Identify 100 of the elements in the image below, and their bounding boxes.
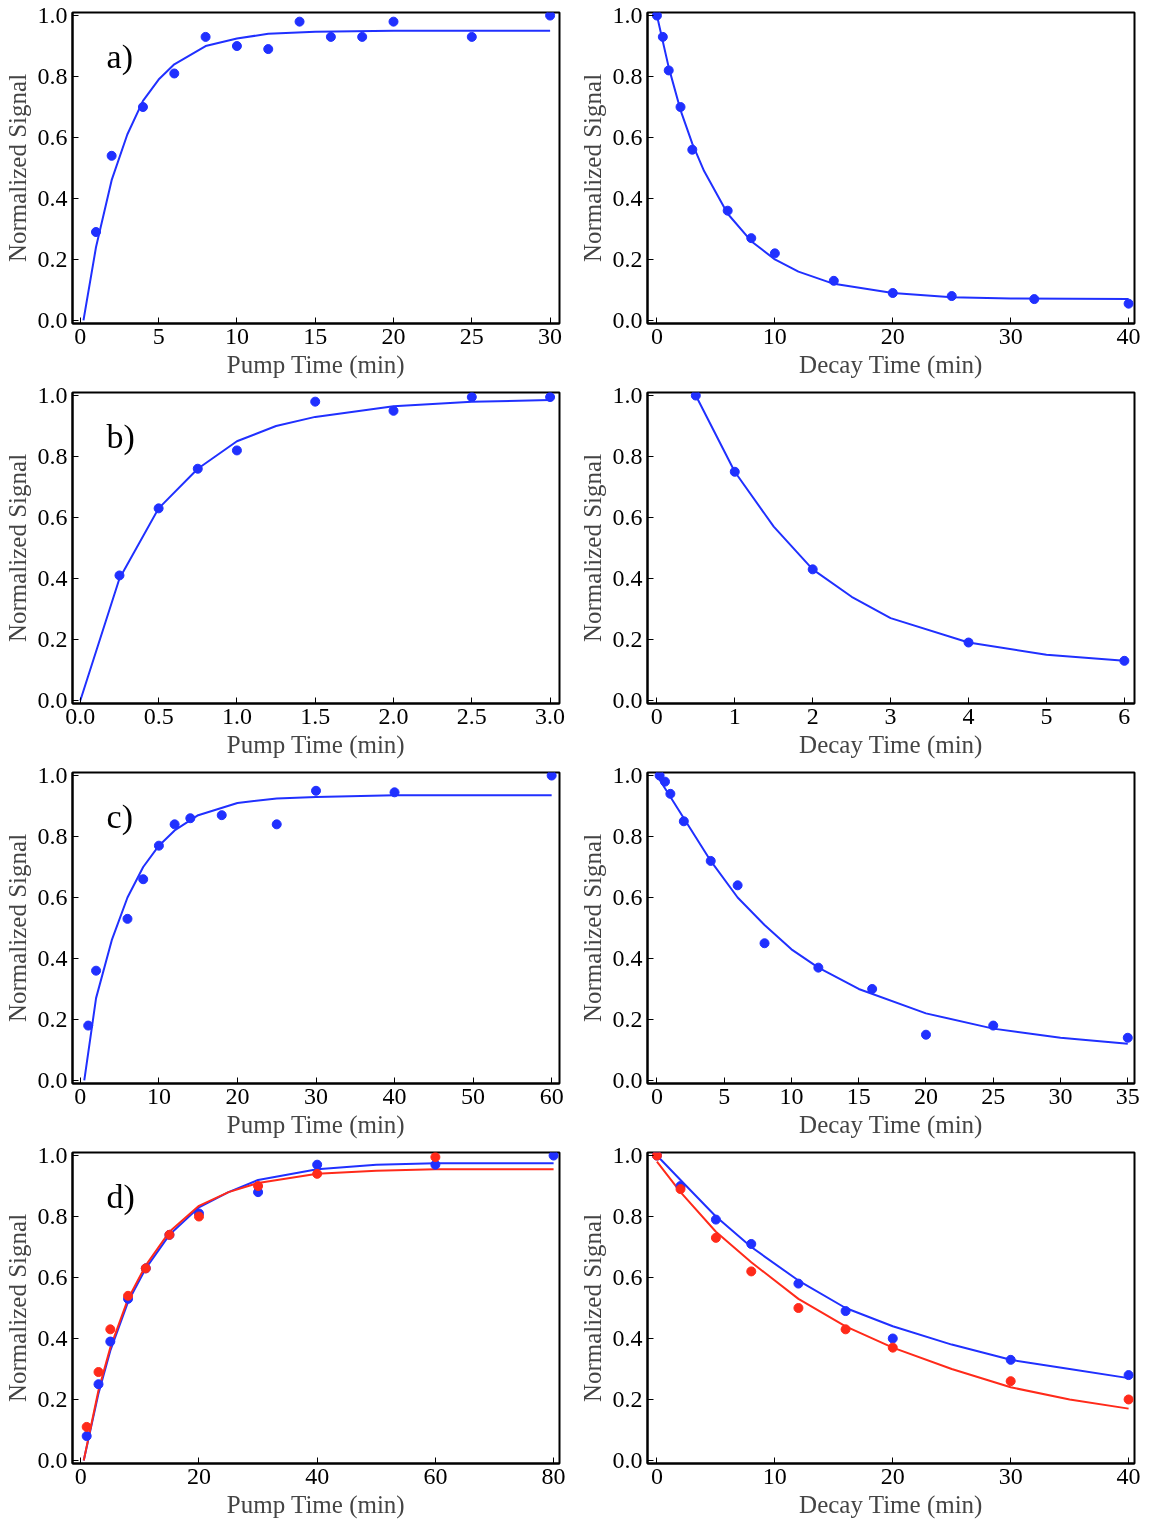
- y-tick-label: 0.6: [612, 124, 643, 151]
- x-tick-label: 50: [461, 1082, 486, 1109]
- y-tick-label: 0.4: [37, 564, 68, 591]
- y-tick-label: 0.2: [612, 1005, 643, 1032]
- x-tick-label: 30: [1048, 1082, 1073, 1109]
- x-tick-label: 40: [382, 1082, 407, 1109]
- x-tick-label: 15: [303, 322, 328, 349]
- y-axis-title: Normalized Signal: [578, 73, 606, 263]
- x-axis-title: Decay Time (min): [799, 1490, 983, 1519]
- y-tick-label: 1.0: [612, 762, 643, 789]
- x-tick-label: 10: [779, 1082, 804, 1109]
- x-axis-title: Decay Time (min): [799, 350, 983, 379]
- y-tick-label: 1.0: [37, 762, 68, 789]
- x-tick-label: 5: [152, 322, 165, 349]
- y-tick-label: 0.6: [37, 884, 68, 911]
- x-tick-label: 30: [304, 1082, 328, 1109]
- x-tick-label: 5: [1040, 702, 1053, 729]
- y-tick-label: 0.8: [37, 823, 68, 850]
- x-tick-label: 40: [305, 1462, 330, 1489]
- y-tick-label: 0.2: [37, 245, 68, 272]
- x-tick-label: 10: [146, 1082, 171, 1109]
- y-tick-label: 0.2: [612, 245, 643, 272]
- y-tick-label: 0.6: [612, 1264, 643, 1291]
- y-tick-label: 0.8: [37, 63, 68, 90]
- x-tick-label: 20: [913, 1082, 938, 1109]
- y-tick-label: 0.2: [37, 625, 68, 652]
- x-tick-label: 10: [762, 1462, 787, 1489]
- x-tick-label: 10: [762, 322, 787, 349]
- y-tick-label: 1.0: [612, 382, 643, 409]
- y-tick-label: 0.6: [612, 504, 643, 531]
- x-axis-title: Pump Time (min): [226, 730, 405, 759]
- x-tick-label: 0: [650, 702, 663, 729]
- y-axis-title: Normalized Signal: [578, 833, 606, 1023]
- x-tick-label: 4: [962, 702, 975, 729]
- x-tick-label: 15: [846, 1082, 871, 1109]
- x-tick-label: 3: [884, 702, 897, 729]
- y-tick-label: 0.4: [37, 1324, 68, 1351]
- y-tick-label: 0.4: [612, 184, 643, 211]
- x-tick-label: 20: [381, 322, 406, 349]
- x-tick-label: 20: [880, 322, 905, 349]
- y-tick-label: 1.0: [37, 1142, 68, 1169]
- x-tick-label: 1.5: [300, 702, 331, 729]
- x-tick-label: 40: [1116, 322, 1141, 349]
- y-tick-label: 0.8: [612, 63, 643, 90]
- x-tick-label: 20: [186, 1462, 211, 1489]
- x-tick-label: 1.0: [221, 702, 252, 729]
- y-axis-title: Normalized Signal: [578, 1213, 606, 1403]
- y-tick-label: 0.2: [612, 1385, 643, 1412]
- y-tick-label: 1.0: [612, 2, 643, 29]
- x-tick-label: 2.0: [378, 702, 409, 729]
- x-tick-label: 5: [718, 1082, 731, 1109]
- y-tick-label: 0.6: [612, 884, 643, 911]
- y-tick-label: 0.8: [612, 823, 643, 850]
- x-tick-label: 6: [1118, 702, 1131, 729]
- x-tick-label: 10: [224, 322, 249, 349]
- x-tick-label: 0: [74, 1462, 87, 1489]
- y-tick-label: 0.6: [37, 1264, 68, 1291]
- x-axis-title: Pump Time (min): [226, 350, 405, 379]
- x-axis-title: Pump Time (min): [226, 1490, 405, 1519]
- x-tick-label: 30: [998, 322, 1023, 349]
- x-tick-label: 80: [541, 1462, 566, 1489]
- y-tick-label: 1.0: [37, 382, 68, 409]
- y-tick-label: 0.2: [37, 1385, 68, 1412]
- x-tick-label: 35: [1115, 1082, 1140, 1109]
- x-tick-label: 0: [650, 1082, 663, 1109]
- x-tick-label: 40: [1116, 1462, 1141, 1489]
- y-axis-title: Normalized Signal: [3, 73, 31, 263]
- x-axis-title: Pump Time (min): [226, 1110, 405, 1139]
- x-tick-label: 25: [459, 322, 484, 349]
- x-tick-label: 0: [74, 322, 87, 349]
- x-axis-title: Decay Time (min): [799, 730, 983, 759]
- y-tick-label: 0.8: [612, 443, 643, 470]
- x-tick-label: 2: [806, 702, 819, 729]
- y-axis-title: Normalized Signal: [3, 833, 31, 1023]
- x-tick-label: 20: [880, 1462, 905, 1489]
- y-tick-label: 0.6: [37, 124, 68, 151]
- x-tick-label: 0: [650, 1462, 663, 1489]
- x-tick-label: 0.5: [143, 702, 174, 729]
- annotation: d): [106, 1177, 135, 1216]
- y-tick-label: 0.4: [37, 944, 68, 971]
- x-tick-label: 25: [981, 1082, 1006, 1109]
- y-axis-title: Normalized Signal: [3, 1213, 31, 1403]
- y-tick-label: 1.0: [612, 1142, 643, 1169]
- annotation: c): [106, 797, 134, 836]
- y-tick-label: 0.4: [612, 564, 643, 591]
- annotation: a): [106, 37, 134, 76]
- y-tick-label: 0.4: [612, 1324, 643, 1351]
- x-tick-label: 30: [998, 1462, 1023, 1489]
- x-tick-label: 2.5: [456, 702, 487, 729]
- x-tick-label: 0: [650, 322, 663, 349]
- y-axis-title: Normalized Signal: [3, 453, 31, 643]
- y-tick-label: 0.2: [37, 1005, 68, 1032]
- y-tick-label: 0.4: [37, 184, 68, 211]
- y-tick-label: 0.4: [612, 944, 643, 971]
- x-axis-title: Decay Time (min): [799, 1110, 983, 1139]
- x-tick-label: 20: [225, 1082, 250, 1109]
- y-tick-label: 1.0: [37, 2, 68, 29]
- y-axis-title: Normalized Signal: [578, 453, 606, 643]
- x-tick-label: 0: [74, 1082, 87, 1109]
- y-tick-label: 0.8: [37, 1203, 68, 1230]
